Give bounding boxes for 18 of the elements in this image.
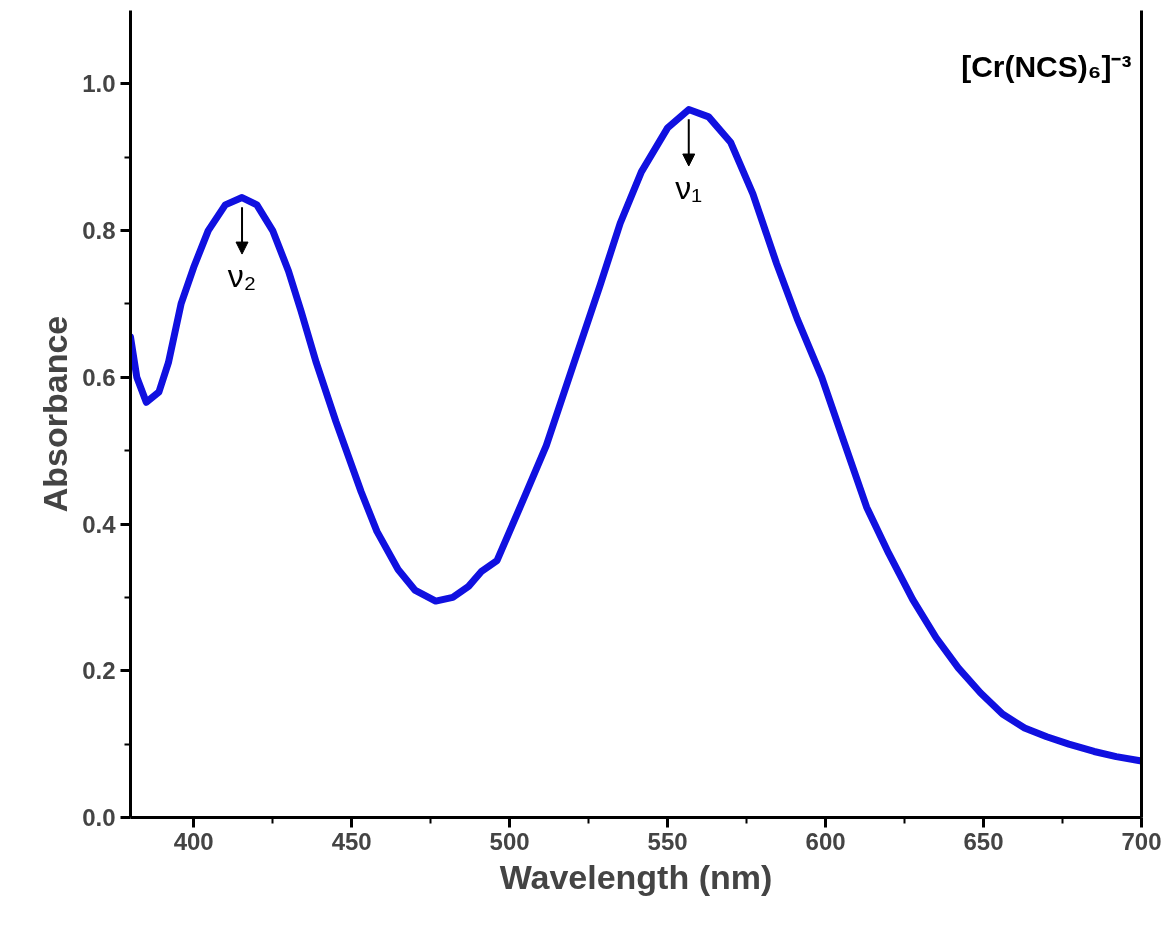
annotation: [Cr(NCS)₆]⁻³: [961, 50, 1132, 84]
y-tick-label: 0.2: [82, 657, 116, 685]
x-tick-label: 600: [805, 827, 846, 855]
x-axis-title: Wavelength (nm): [499, 857, 773, 896]
x-tick-label: 700: [1121, 827, 1162, 855]
y-tick-label: 1.0: [82, 70, 116, 98]
y-axis-title: Absorbance: [36, 315, 75, 513]
x-tick-label: 550: [647, 827, 688, 855]
x-tick-label: 650: [963, 827, 1004, 855]
y-tick-label: 0.8: [82, 217, 116, 245]
x-tick-label: 450: [331, 827, 372, 855]
y-tick-label: 0.4: [82, 510, 117, 538]
x-tick-label: 500: [489, 827, 530, 855]
y-tick-label: 0.6: [82, 363, 116, 391]
annotation: ν₂: [227, 258, 257, 295]
annotation: ν₁: [675, 170, 703, 207]
y-tick-label: 0.0: [82, 804, 116, 831]
x-tick-label: 400: [173, 827, 214, 855]
